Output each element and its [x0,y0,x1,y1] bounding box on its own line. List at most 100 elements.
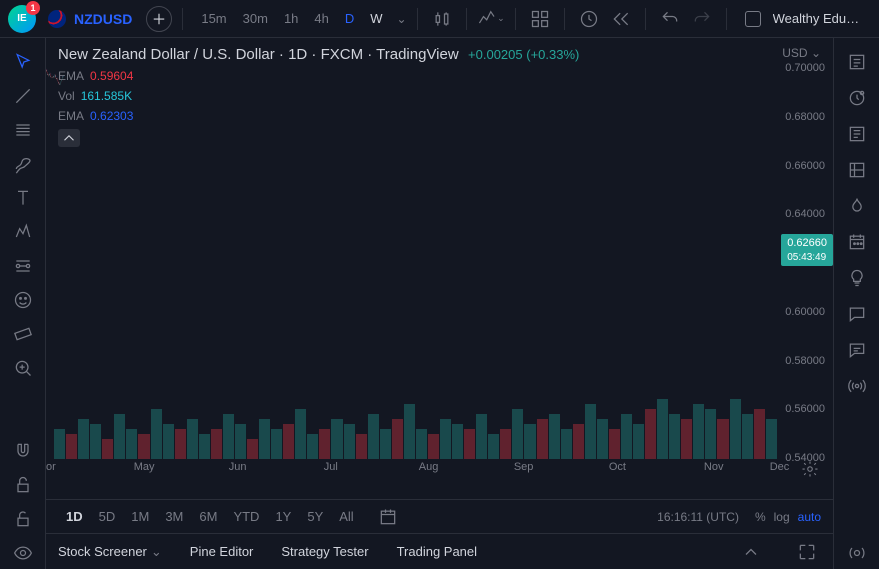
stream-icon[interactable] [841,370,873,402]
eye-tool-icon[interactable] [7,537,39,569]
ema1-value: 0.59604 [90,69,133,83]
chart-title: New Zealand Dollar / U.S. Dollar · 1D · … [58,46,459,63]
emoji-tool-icon[interactable] [7,284,39,316]
percent-toggle[interactable]: % [755,510,766,524]
timeframe-15m[interactable]: 15m [193,7,234,30]
price-tick: 0.68000 [785,111,825,123]
ideas-icon[interactable] [841,262,873,294]
panel-stock-screener[interactable]: Stock Screener ⌄ [58,544,162,560]
layout-name[interactable]: Wealthy Educ... [773,11,863,26]
timeframe-30m[interactable]: 30m [235,7,276,30]
chart-change: +0.00205 (+0.33%) [468,47,579,62]
time-tick: Jul [324,461,338,473]
current-price-label: 0.6266005:43:49 [781,234,833,267]
chart-area: New Zealand Dollar / U.S. Dollar · 1D · … [46,38,833,569]
chart-container[interactable]: New Zealand Dollar / U.S. Dollar · 1D · … [46,38,833,499]
broadcast-icon[interactable] [841,537,873,569]
currency-label[interactable]: USD ⌄ [782,46,821,60]
price-tick: 0.66000 [785,160,825,172]
price-tick: 0.64000 [785,208,825,220]
timeframe-1h[interactable]: 1h [276,7,306,30]
range-5Y[interactable]: 5Y [299,505,331,528]
price-tick: 0.60000 [785,306,825,318]
symbol-name[interactable]: NZDUSD [74,11,132,27]
ruler-tool-icon[interactable] [7,318,39,350]
collapse-indicators-button[interactable] [58,129,80,147]
range-1M[interactable]: 1M [123,505,157,528]
fib-tool-icon[interactable] [7,114,39,146]
candles-icon[interactable] [428,5,456,33]
time-tick: May [134,461,155,473]
pattern-tool-icon[interactable] [7,216,39,248]
range-1Y[interactable]: 1Y [267,505,299,528]
panel-strategy-tester[interactable]: Strategy Tester [281,544,368,560]
notification-badge: 1 [26,1,40,15]
replay-icon[interactable] [607,5,635,33]
time-tick: Aug [419,461,439,473]
log-toggle[interactable]: log [774,510,790,524]
range-5D[interactable]: 5D [91,505,124,528]
time-tick: Sep [514,461,534,473]
time-tick: Jun [229,461,247,473]
vol-value: 161.585K [81,89,132,103]
axis-settings-icon[interactable] [801,460,819,481]
time-tick: or [46,461,56,473]
forecast-tool-icon[interactable] [7,250,39,282]
brush-tool-icon[interactable] [7,148,39,180]
volume-bars [46,409,777,459]
time-tick: Oct [609,461,626,473]
private-chat-icon[interactable] [841,334,873,366]
hotlists-icon[interactable] [841,190,873,222]
data-window-icon[interactable] [841,154,873,186]
collapse-panel-icon[interactable] [737,538,765,566]
range-6M[interactable]: 6M [191,505,225,528]
timeframe-D[interactable]: D [337,7,362,30]
checkbox[interactable] [745,11,761,27]
templates-icon[interactable] [526,5,554,33]
lock-tool-icon[interactable] [7,469,39,501]
price-tick: 0.70000 [785,62,825,74]
alert-icon[interactable] [575,5,603,33]
top-toolbar: IE1 NZDUSD 15m30m1h4hDW ⌄ ⌄ Wealthy Educ… [0,0,879,38]
vol-label: Vol [58,89,75,103]
bottom-panels: Stock Screener ⌄ Pine Editor Strategy Test… [46,533,833,569]
auto-toggle[interactable]: auto [798,510,821,524]
timeframe-4h[interactable]: 4h [306,7,336,30]
panel-pine-editor[interactable]: Pine Editor [190,544,254,560]
text-tool-icon[interactable] [7,182,39,214]
magnet-tool-icon[interactable] [7,435,39,467]
unlock-tool-icon[interactable] [7,503,39,535]
range-All[interactable]: All [331,505,361,528]
undo-icon[interactable] [656,5,684,33]
chat-icon[interactable] [841,298,873,330]
symbol-flag-icon [48,10,66,28]
timeframe-list: 15m30m1h4hDW [193,7,390,30]
price-axis[interactable]: 0.700000.680000.660000.640000.620000.600… [777,68,833,459]
add-symbol-button[interactable] [146,6,172,32]
price-tick: 0.56000 [785,403,825,415]
range-3M[interactable]: 3M [157,505,191,528]
panel-trading-panel[interactable]: Trading Panel [397,544,477,560]
trendline-tool-icon[interactable] [7,80,39,112]
range-YTD[interactable]: YTD [225,505,267,528]
calendar-icon[interactable] [841,226,873,258]
watchlist-icon[interactable] [841,46,873,78]
timeframe-W[interactable]: W [362,7,390,30]
logo-icon[interactable]: IE1 [8,5,36,33]
news-icon[interactable] [841,118,873,150]
goto-date-icon[interactable] [374,503,402,531]
alerts-icon[interactable] [841,82,873,114]
cursor-tool-icon[interactable] [7,46,39,78]
chart-header: New Zealand Dollar / U.S. Dollar · 1D · … [58,46,579,147]
zoom-tool-icon[interactable] [7,352,39,384]
left-toolbar [0,38,46,569]
range-selector: 1D5D1M3M6MYTD1Y5YAll 16:16:11 (UTC) % lo… [46,499,833,533]
indicators-icon[interactable]: ⌄ [477,5,505,33]
time-axis[interactable]: orMayJunJulAugSepOctNovDec [46,461,777,481]
maximize-panel-icon[interactable] [793,538,821,566]
ema2-label: EMA [58,109,84,123]
redo-icon[interactable] [688,5,716,33]
clock-label: 16:16:11 (UTC) [657,510,739,524]
price-tick: 0.58000 [785,355,825,367]
range-1D[interactable]: 1D [58,505,91,528]
